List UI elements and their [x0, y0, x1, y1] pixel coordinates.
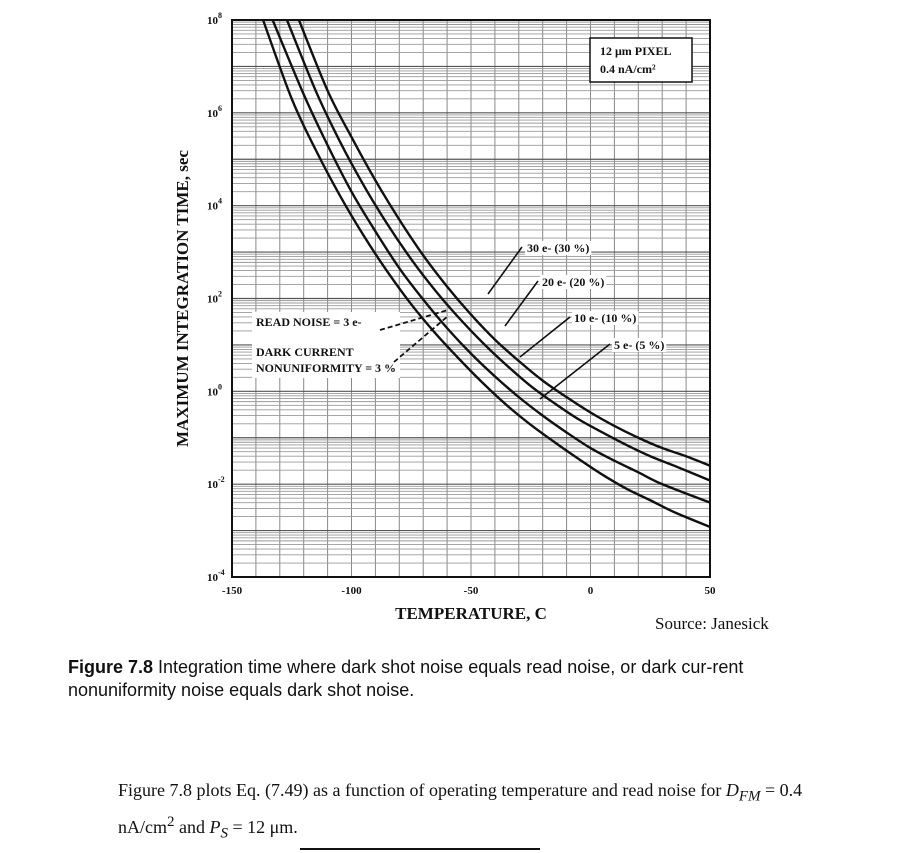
y-axis-title: MAXIMUM INTEGRATION TIME, sec	[173, 150, 192, 447]
read-noise-label: READ NOISE = 3 e-	[256, 315, 362, 329]
curve-label-30e: 30 e- (30 %)	[527, 241, 589, 255]
dfm-symbol: D	[725, 780, 739, 800]
curve-label-background	[612, 338, 667, 352]
plot-frame	[231, 19, 711, 578]
y-tick-label: 10-4	[207, 568, 225, 584]
dark-current-label: 0.4 nA/cm²	[600, 62, 656, 76]
figure-label: Figure 7.8	[68, 657, 154, 677]
chart-curves	[261, 19, 711, 529]
y-tick-label: 102	[207, 290, 222, 306]
noise-annotation-background	[252, 312, 400, 378]
noise-annotation: READ NOISE = 3 e- DARK CURRENT NONUNIFOR…	[252, 309, 449, 378]
y-tick-label: 108	[207, 11, 222, 27]
figure-caption-text: Integration time where dark shot noise e…	[68, 657, 744, 700]
dark-current-label-line2: NONUNIFORMITY = 3 %	[256, 361, 396, 375]
integration-time-chart: -150 -100 -50 0 50 10-4 10-2 100 102 104 106 108 T…	[173, 11, 716, 623]
x-tick-label: -150	[222, 585, 243, 597]
curve-label-background	[540, 275, 607, 289]
x-axis-title: TEMPERATURE, C	[395, 604, 547, 623]
curve-label-leader	[519, 316, 571, 358]
ps-symbol: P	[209, 816, 221, 837]
figure-source: Source: Janesick	[655, 614, 769, 633]
curve-label-background	[525, 241, 592, 255]
body-text-part: Figure 7.8 plots Eq. (7.49) as a functio…	[118, 780, 726, 800]
x-axis-ticks: -150 -100 -50 0 50	[222, 585, 716, 597]
read-noise-leader-line	[379, 309, 449, 331]
chart-grid	[232, 20, 710, 577]
figure-caption: Figure 7.8 Integration time where dark s…	[68, 656, 828, 702]
curve-label-20e: 20 e- (20 %)	[542, 275, 604, 289]
x-tick-label: -50	[464, 585, 479, 597]
y-axis-ticks: 10-4 10-2 100 102 104 106 108	[207, 11, 225, 584]
curve-label-leader	[487, 246, 523, 295]
footer-rule	[300, 848, 540, 850]
pixel-info-box-frame	[589, 37, 693, 83]
y-tick-label: 104	[207, 197, 222, 213]
x-tick-label: -100	[341, 585, 362, 597]
curve-series-3	[261, 19, 711, 529]
dfm-subscript: FM	[738, 788, 761, 805]
superscript-2: 2	[167, 813, 175, 830]
body-text-part: = 12 μm.	[228, 816, 298, 837]
curve-series-0	[297, 19, 711, 467]
y-tick-label: 100	[207, 382, 222, 398]
curve-series-2	[271, 19, 711, 504]
x-tick-label: 50	[705, 585, 717, 597]
ps-subscript: S	[220, 825, 229, 842]
x-tick-label: 0	[588, 585, 594, 597]
dark-current-label-line1: DARK CURRENT	[256, 345, 354, 359]
y-tick-label: 106	[207, 104, 222, 120]
curve-series-1	[285, 19, 711, 482]
dark-current-leader-line	[393, 315, 449, 363]
curve-label-leader	[539, 343, 611, 400]
y-tick-label: 10-2	[207, 475, 225, 491]
pixel-info-box: 12 μm PIXEL 0.4 nA/cm²	[589, 37, 693, 83]
curve-label-leader	[504, 280, 539, 327]
curve-label-background	[572, 311, 639, 325]
body-paragraph: Figure 7.8 plots Eq. (7.49) as a functio…	[118, 778, 838, 846]
curve-label-5e: 5 e- (5 %)	[614, 338, 664, 352]
curve-labels: 30 e- (30 %) 20 e- (20 %) 10 e- (10 %) 5…	[487, 241, 667, 400]
curve-label-10e: 10 e- (10 %)	[574, 311, 636, 325]
body-text-part: = 0.4 nA/cm	[118, 780, 803, 837]
pixel-size-label: 12 μm PIXEL	[600, 44, 671, 58]
body-text-part: and	[174, 816, 210, 837]
